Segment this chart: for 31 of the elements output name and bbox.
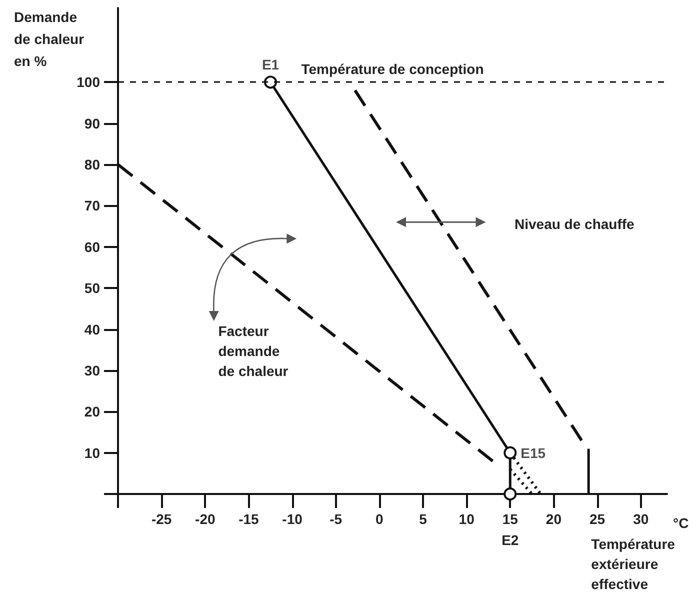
x-tick-label: -25 [151, 511, 172, 527]
x-tick-label: 25 [589, 511, 606, 527]
ref-line-label: Température de conception [301, 61, 484, 78]
y-tick-label: 40 [84, 321, 100, 338]
y-tick-label: 80 [84, 156, 100, 173]
x-tick-label: 20 [546, 511, 562, 527]
y-tick-label: 10 [84, 444, 100, 461]
x-tick-label: 30 [633, 511, 649, 527]
y-tick-label: 20 [84, 404, 100, 420]
y-axis-title: Demande de chaleur en % [14, 9, 88, 69]
text: Température extérieure effective [591, 536, 679, 592]
x-axis-title: °C [673, 515, 689, 531]
x-tick-label: 0 [376, 511, 384, 527]
annotation: Facteur demande de chaleur [218, 323, 289, 380]
x-tick-label: 15 [502, 511, 518, 527]
x-tick-label: 5 [419, 511, 428, 527]
x-tick-label: -5 [330, 511, 342, 527]
annotation: Niveau de chauffe [514, 216, 635, 232]
annotation: E1 [262, 56, 280, 73]
y-tick-label: 70 [84, 198, 100, 214]
x-tick-label: -10 [282, 511, 303, 527]
x-tick-label: 10 [458, 511, 475, 527]
y-tick-label: 90 [84, 115, 100, 132]
x-tick-label: -15 [238, 511, 260, 527]
y-tick-label: 30 [84, 362, 100, 378]
y-tick-label: 100 [76, 74, 100, 90]
text: E2 [502, 532, 519, 548]
x-tick-label: -20 [195, 511, 216, 527]
y-tick-label: 60 [84, 238, 100, 255]
y-tick-label: 50 [84, 280, 100, 296]
annotation: E15 [520, 444, 546, 461]
